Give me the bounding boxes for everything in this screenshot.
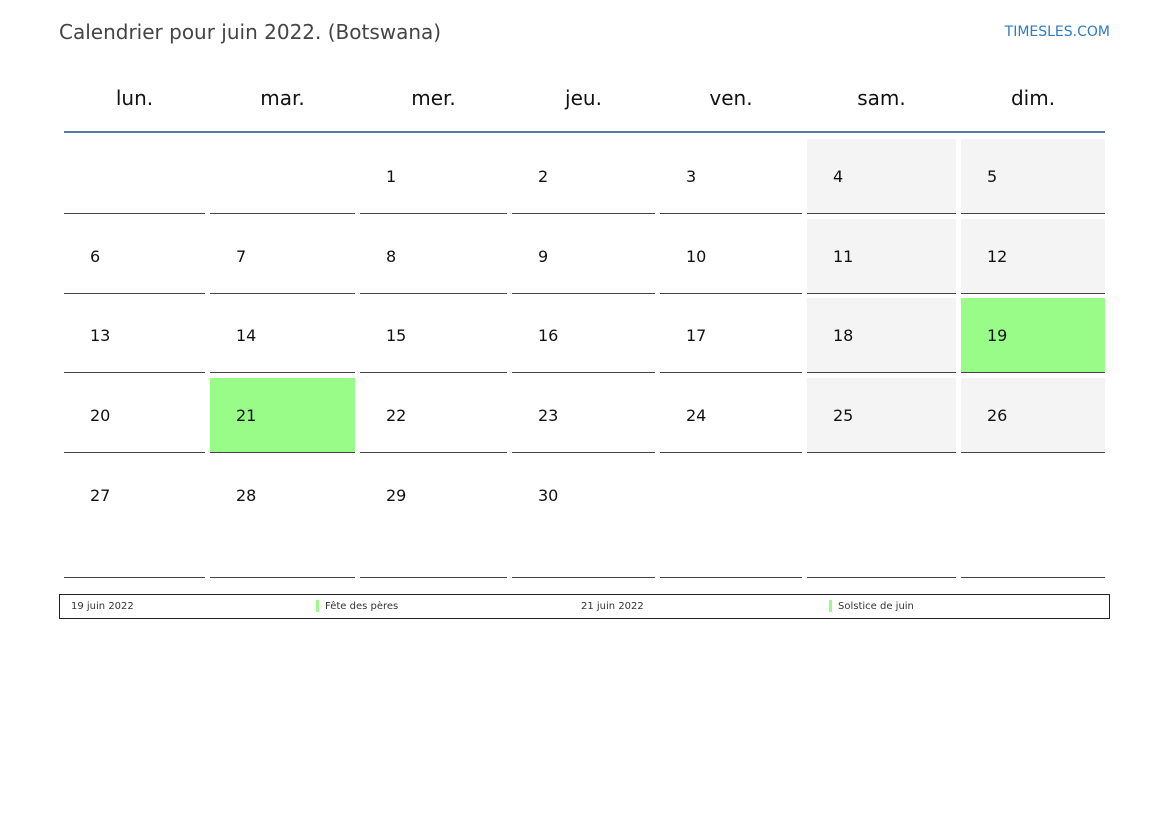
day-number: 19	[987, 326, 1008, 345]
day-number: 10	[686, 247, 707, 266]
day-cell: 24	[660, 378, 802, 453]
weekday-header: ven.	[709, 86, 753, 110]
day-number: 6	[90, 247, 101, 266]
day-cell: 28	[210, 458, 355, 578]
empty-cell	[807, 458, 956, 578]
day-cell: 23	[512, 378, 655, 453]
day-cell: 17	[660, 298, 802, 373]
legend: 19 juin 2022 Fête des pères 21 juin 2022…	[59, 594, 1110, 619]
day-number: 23	[538, 406, 559, 425]
empty-cell	[210, 139, 355, 214]
day-cell: 16	[512, 298, 655, 373]
day-number: 4	[833, 167, 844, 186]
day-cell: 11	[807, 219, 956, 294]
day-cell: 1	[360, 139, 507, 214]
day-number: 25	[833, 406, 854, 425]
day-number: 7	[236, 247, 247, 266]
day-cell: 8	[360, 219, 507, 294]
day-number: 12	[987, 247, 1008, 266]
weekday-header: mar.	[260, 86, 305, 110]
day-cell: 3	[660, 139, 802, 214]
day-cell: 18	[807, 298, 956, 373]
day-cell: 15	[360, 298, 507, 373]
day-cell: 20	[64, 378, 205, 453]
day-number: 30	[538, 486, 559, 505]
day-cell: 27	[64, 458, 205, 578]
day-number: 1	[386, 167, 397, 186]
day-number: 28	[236, 486, 257, 505]
day-cell: 26	[961, 378, 1105, 453]
day-cell: 25	[807, 378, 956, 453]
day-number: 20	[90, 406, 111, 425]
day-cell: 14	[210, 298, 355, 373]
legend-name: Solstice de juin	[838, 601, 914, 612]
day-number: 27	[90, 486, 111, 505]
day-number: 3	[686, 167, 697, 186]
day-number: 14	[236, 326, 257, 345]
weekday-header: jeu.	[565, 86, 602, 110]
day-cell: 21	[210, 378, 355, 453]
day-number: 13	[90, 326, 111, 345]
day-cell: 6	[64, 219, 205, 294]
day-number: 9	[538, 247, 549, 266]
day-number: 8	[386, 247, 397, 266]
day-cell: 12	[961, 219, 1105, 294]
empty-cell	[660, 458, 802, 578]
day-cell: 10	[660, 219, 802, 294]
empty-cell	[961, 458, 1105, 578]
day-cell: 2	[512, 139, 655, 214]
day-number: 5	[987, 167, 998, 186]
weekday-header: dim.	[1010, 86, 1056, 110]
day-number: 26	[987, 406, 1008, 425]
day-number: 17	[686, 326, 707, 345]
weekday-header: sam.	[857, 86, 906, 110]
legend-color-swatch	[316, 600, 319, 612]
header-divider	[64, 131, 1105, 133]
day-number: 11	[833, 247, 854, 266]
day-number: 29	[386, 486, 407, 505]
day-number: 16	[538, 326, 559, 345]
day-number: 15	[386, 326, 407, 345]
site-link[interactable]: TIMESLES.COM	[1004, 24, 1110, 40]
day-cell: 30	[512, 458, 655, 578]
day-cell: 9	[512, 219, 655, 294]
legend-color-swatch	[829, 600, 832, 612]
empty-cell	[64, 139, 205, 214]
day-cell: 7	[210, 219, 355, 294]
day-number: 22	[386, 406, 407, 425]
page-title: Calendrier pour juin 2022. (Botswana)	[59, 20, 442, 44]
weekday-header: lun.	[115, 86, 154, 110]
legend-date: 19 juin 2022	[71, 601, 134, 612]
day-cell: 5	[961, 139, 1105, 214]
day-number: 2	[538, 167, 549, 186]
day-cell: 22	[360, 378, 507, 453]
day-number: 21	[236, 406, 257, 425]
day-cell: 4	[807, 139, 956, 214]
day-number: 18	[833, 326, 854, 345]
day-cell: 13	[64, 298, 205, 373]
day-cell: 19	[961, 298, 1105, 373]
legend-name: Fête des pères	[325, 601, 399, 612]
legend-date: 21 juin 2022	[581, 601, 644, 612]
day-cell: 29	[360, 458, 507, 578]
weekday-header: mer.	[411, 86, 456, 110]
day-number: 24	[686, 406, 707, 425]
